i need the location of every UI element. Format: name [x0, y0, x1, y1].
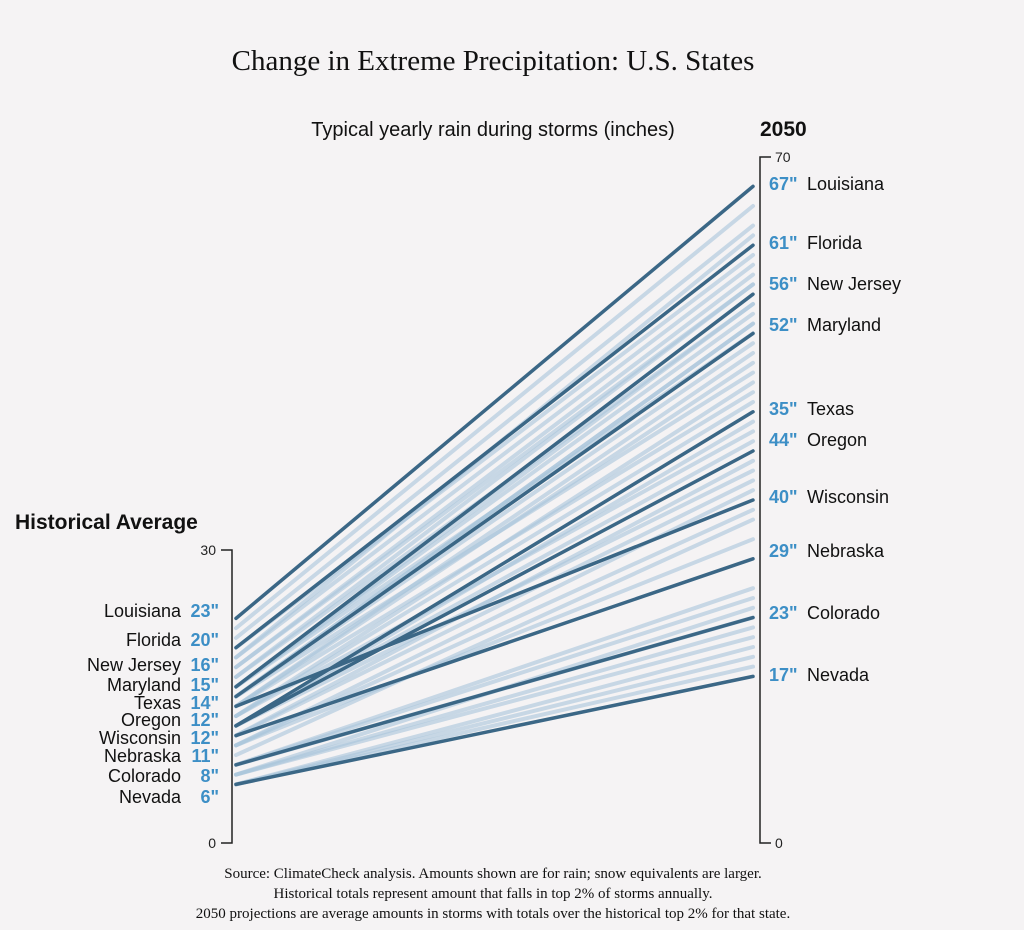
- state-line-other: [234, 596, 755, 767]
- state-line-colorado: [234, 615, 755, 767]
- right-state-label-louisiana: Louisiana: [807, 174, 885, 194]
- other-state-lines: [234, 204, 755, 787]
- left-state-label-oregon: Oregon: [121, 710, 181, 730]
- right-state-label-wisconsin: Wisconsin: [807, 487, 889, 507]
- state-line-other: [234, 223, 755, 640]
- left-state-label-wisconsin: Wisconsin: [99, 728, 181, 748]
- source-note-2: Historical totals represent amount that …: [274, 886, 713, 902]
- right-value-label-nebraska: 29": [769, 541, 798, 561]
- left-axis-line: [221, 549, 233, 844]
- left-state-label-maryland: Maryland: [107, 675, 181, 695]
- left-value-label-florida: 20": [190, 630, 219, 650]
- left-state-label-colorado: Colorado: [108, 766, 181, 786]
- right-value-label-texas: 35": [769, 399, 798, 419]
- right-state-label-colorado: Colorado: [807, 603, 880, 623]
- right-state-label-new-jersey: New Jersey: [807, 274, 901, 294]
- state-line-other: [234, 282, 755, 670]
- state-line-oregon: [234, 410, 755, 728]
- state-line-other: [234, 400, 755, 719]
- left-axis: 30 0: [200, 542, 233, 851]
- right-tick-70: 70: [775, 149, 791, 165]
- state-line-other: [234, 370, 755, 699]
- right-value-label-nevada: 17": [769, 665, 798, 685]
- right-axis-title: 2050: [760, 118, 807, 141]
- right-value-label-colorado: 23": [769, 603, 798, 623]
- state-line-new-jersey: [234, 292, 755, 689]
- right-value-label-wisconsin: 40": [769, 487, 798, 507]
- state-labels: Louisiana 23" 67" Louisiana Florida 20" 61" Flo…: [87, 174, 901, 807]
- state-line-other: [234, 390, 755, 709]
- state-line-other: [234, 635, 755, 777]
- state-line-nebraska: [234, 557, 755, 738]
- highlighted-state-lines: [234, 184, 755, 787]
- right-value-label-louisiana: 67": [769, 174, 798, 194]
- state-line-nevada: [234, 674, 755, 787]
- left-state-label-nevada: Nevada: [119, 787, 182, 807]
- left-state-label-nebraska: Nebraska: [104, 746, 182, 766]
- state-line-other: [234, 311, 755, 689]
- state-line-louisiana: [234, 184, 755, 621]
- left-value-label-colorado: 8": [200, 766, 219, 786]
- right-state-label-nebraska: Nebraska: [807, 541, 885, 561]
- right-state-label-nevada: Nevada: [807, 665, 870, 685]
- left-value-label-wisconsin: 12": [190, 728, 219, 748]
- left-value-label-nebraska: 11": [191, 746, 219, 766]
- state-line-other: [234, 429, 755, 719]
- state-line-other: [234, 204, 755, 631]
- source-note-1: Source: ClimateCheck analysis. Amounts s…: [224, 866, 762, 882]
- right-value-label-maryland: 52": [769, 315, 798, 335]
- state-line-wisconsin: [234, 449, 755, 728]
- state-line-other: [234, 517, 755, 758]
- chart-title: Change in Extreme Precipitation: U.S. St…: [232, 45, 755, 77]
- state-line-florida: [234, 243, 755, 650]
- right-value-label-new-jersey: 56": [769, 274, 798, 294]
- state-line-other: [234, 262, 755, 660]
- state-line-other: [234, 537, 755, 748]
- left-state-label-new-jersey: New Jersey: [87, 655, 181, 675]
- state-line-other: [234, 468, 755, 728]
- right-value-label-oregon: 44": [769, 430, 798, 450]
- left-state-label-florida: Florida: [126, 630, 182, 650]
- left-value-label-nevada: 6": [200, 787, 219, 807]
- right-axis-line: [759, 156, 771, 844]
- source-note-3: 2050 projections are average amounts in …: [196, 906, 790, 922]
- chart-subtitle: Typical yearly rain during storms (inche…: [311, 119, 674, 141]
- left-tick-30: 30: [200, 542, 216, 558]
- left-state-label-texas: Texas: [134, 693, 181, 713]
- right-value-label-florida: 61": [769, 233, 798, 253]
- right-state-label-oregon: Oregon: [807, 430, 867, 450]
- left-axis-title: Historical Average: [15, 511, 198, 534]
- left-value-label-new-jersey: 16": [190, 655, 219, 675]
- left-value-label-maryland: 15": [190, 675, 219, 695]
- right-state-label-maryland: Maryland: [807, 315, 881, 335]
- left-state-label-louisiana: Louisiana: [104, 601, 182, 621]
- state-line-other: [234, 478, 755, 738]
- left-tick-0: 0: [208, 835, 216, 851]
- right-tick-0: 0: [775, 835, 783, 851]
- left-value-label-texas: 14": [190, 693, 219, 713]
- left-value-label-louisiana: 23": [190, 601, 219, 621]
- state-line-maryland: [234, 331, 755, 699]
- right-state-label-florida: Florida: [807, 233, 863, 253]
- right-axis: 70 0: [759, 149, 791, 851]
- right-state-label-texas: Texas: [807, 399, 854, 419]
- left-value-label-oregon: 12": [190, 710, 219, 730]
